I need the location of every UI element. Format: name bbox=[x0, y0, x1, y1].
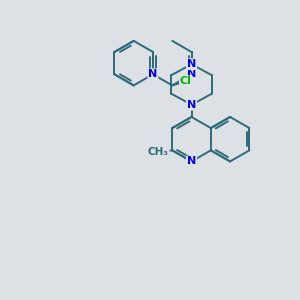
Text: N: N bbox=[187, 69, 196, 79]
Text: CH₃: CH₃ bbox=[148, 147, 169, 157]
Text: N: N bbox=[187, 100, 196, 110]
Text: Cl: Cl bbox=[180, 76, 192, 86]
Text: N: N bbox=[148, 69, 158, 79]
Text: N: N bbox=[187, 59, 196, 69]
Text: N: N bbox=[187, 157, 196, 166]
